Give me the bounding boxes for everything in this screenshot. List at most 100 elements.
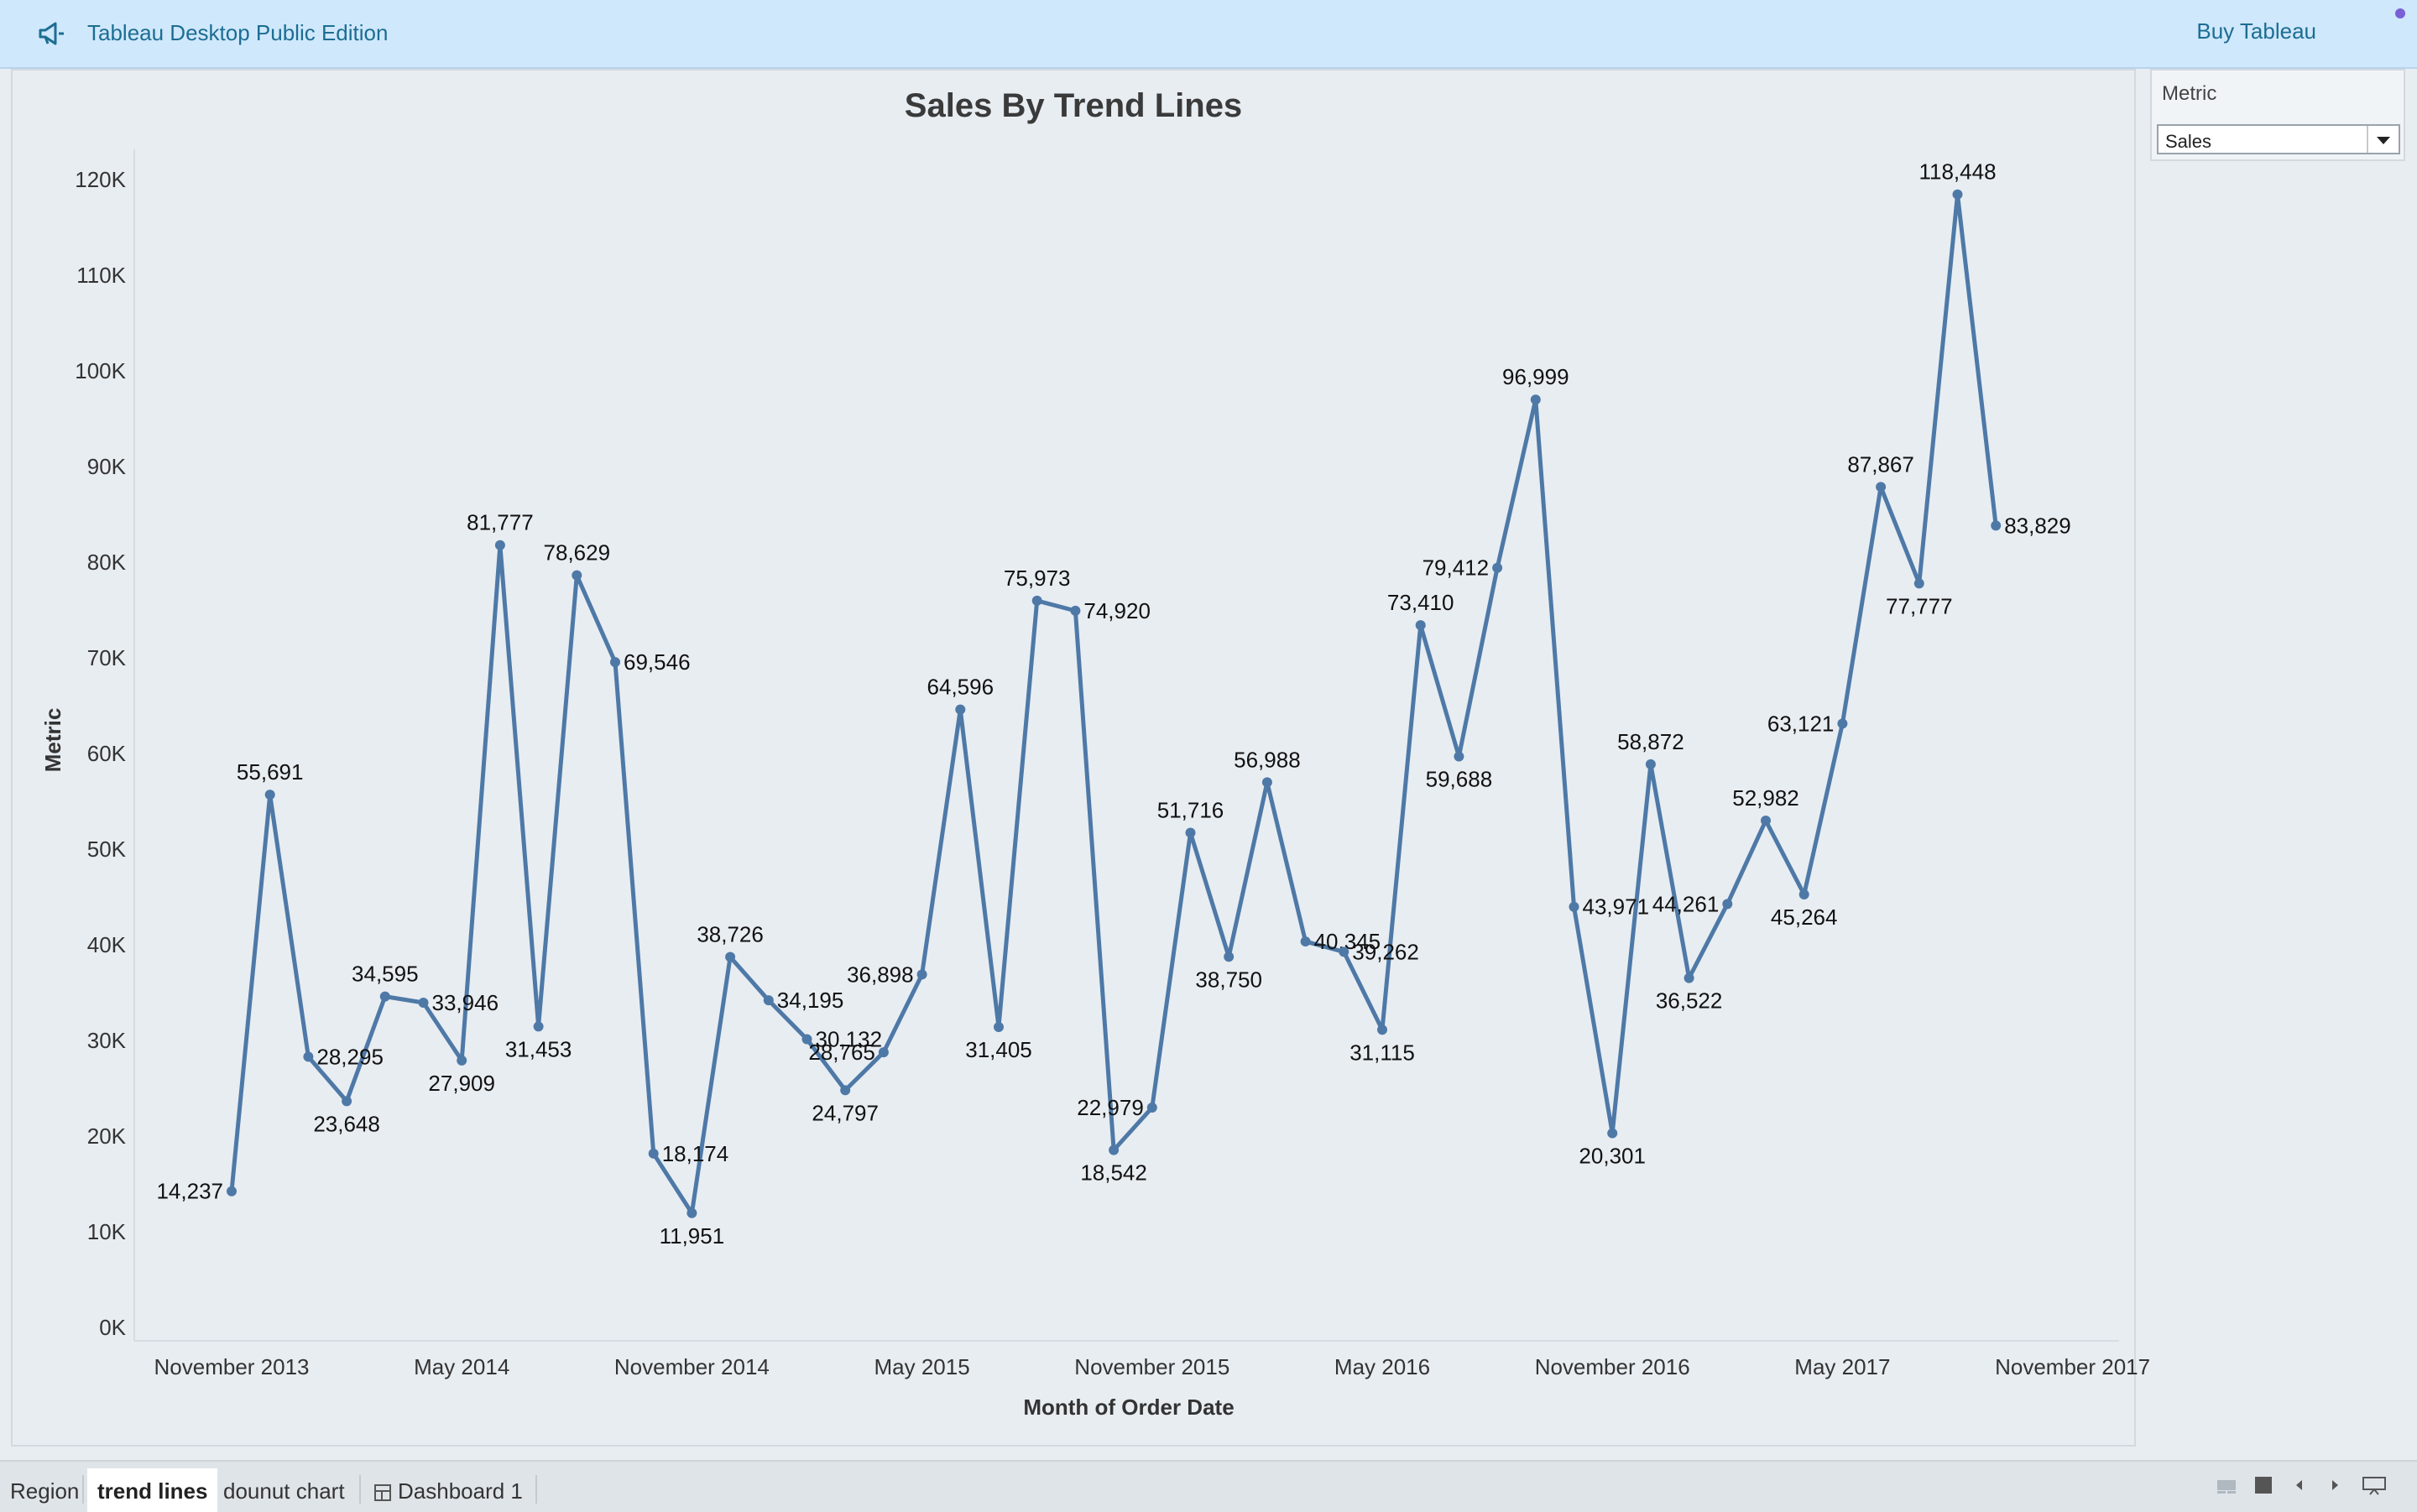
- y-tick-label: 40K: [87, 932, 127, 957]
- data-label: 38,750: [1195, 967, 1262, 992]
- data-label: 59,688: [1426, 767, 1493, 792]
- data-point: [1876, 482, 1887, 493]
- data-label: 69,546: [624, 649, 691, 675]
- data-label: 11,951: [660, 1223, 725, 1249]
- filter-title: Metric: [2162, 82, 2217, 105]
- data-point: [1224, 952, 1235, 962]
- data-label: 83,829: [2004, 513, 2071, 538]
- data-label: 20,301: [1579, 1144, 1646, 1169]
- buy-tableau-link[interactable]: Buy Tableau: [2196, 18, 2316, 44]
- x-tick-label: May 2016: [1334, 1354, 1430, 1379]
- scroll-left-icon[interactable]: [2291, 1475, 2308, 1495]
- data-label: 36,898: [847, 962, 914, 987]
- data-point: [1109, 1144, 1120, 1155]
- data-label: 31,115: [1349, 1040, 1415, 1065]
- data-label: 43,971: [1583, 894, 1650, 920]
- viz-pane: [11, 69, 2136, 1447]
- data-point: [572, 570, 582, 581]
- data-label: 38,726: [697, 922, 764, 947]
- y-tick-label: 90K: [87, 454, 127, 479]
- data-point: [1339, 946, 1349, 957]
- x-axis-label: Month of Order Date: [1023, 1395, 1234, 1420]
- y-tick-label: 100K: [75, 358, 126, 383]
- data-point: [1722, 899, 1733, 910]
- y-tick-label: 120K: [75, 167, 126, 192]
- data-point: [1761, 816, 1771, 826]
- data-point: [418, 998, 429, 1009]
- data-point: [610, 657, 620, 668]
- data-label: 18,174: [662, 1141, 729, 1166]
- tab-dounut-chart[interactable]: dounut chart: [213, 1468, 355, 1512]
- y-tick-label: 20K: [87, 1124, 127, 1149]
- data-point: [1991, 520, 2002, 531]
- data-label: 23,648: [313, 1111, 380, 1136]
- chevron-down-icon: [2377, 137, 2390, 144]
- data-point: [457, 1055, 467, 1066]
- data-label: 118,448: [1918, 159, 1996, 185]
- x-tick-label: November 2017: [1995, 1354, 2150, 1379]
- chart-title: Sales By Trend Lines: [904, 87, 1243, 124]
- data-label: 31,405: [965, 1037, 1032, 1062]
- data-point: [303, 1051, 314, 1062]
- data-point: [1837, 718, 1848, 729]
- data-point: [1569, 901, 1579, 912]
- megaphone-icon: [39, 22, 64, 45]
- sales-line-chart[interactable]: 0K 10K 20K 30K 40K 50K 60K 70K 80K 90K 100K 110K 120…: [0, 0, 2417, 1460]
- sheet-tab-bar: Region trend lines dounut chart Dashboar…: [0, 1460, 2417, 1512]
- presentation-mode-icon[interactable]: [2362, 1475, 2387, 1495]
- x-tick-label: November 2015: [1074, 1354, 1229, 1379]
- data-point: [1913, 578, 1924, 589]
- dashboard-icon: [374, 1484, 391, 1501]
- x-tick-label: November 2013: [154, 1354, 310, 1379]
- data-label: 34,595: [352, 962, 419, 987]
- sheet-sorter-icon[interactable]: [2253, 1475, 2274, 1495]
- data-point: [1645, 759, 1656, 769]
- tab-trend-lines[interactable]: trend lines: [87, 1468, 218, 1512]
- data-label: 30,132: [816, 1026, 883, 1051]
- data-label: 34,195: [777, 988, 844, 1013]
- metric-dropdown-value: Sales: [2165, 131, 2212, 152]
- dropdown-button[interactable]: [2367, 126, 2399, 153]
- data-point: [1952, 189, 1963, 200]
- data-label: 56,988: [1234, 747, 1301, 772]
- data-point: [801, 1034, 812, 1045]
- y-tick-label: 70K: [87, 645, 127, 670]
- notification-dot: [2395, 8, 2405, 18]
- metric-dropdown[interactable]: Sales: [2157, 124, 2400, 154]
- data-label: 18,542: [1080, 1160, 1147, 1186]
- series-line: [229, 192, 1998, 1216]
- data-point: [1377, 1025, 1387, 1035]
- data-point: [686, 1207, 697, 1218]
- data-label: 87,867: [1847, 451, 1914, 477]
- y-tick-label: 10K: [87, 1219, 127, 1244]
- data-label: 55,691: [237, 759, 304, 785]
- data-point: [1070, 605, 1081, 616]
- data-label: 74,920: [1083, 598, 1151, 623]
- x-tick-label: May 2017: [1794, 1354, 1890, 1379]
- tab-dashboard-1[interactable]: Dashboard 1: [364, 1468, 533, 1512]
- data-label: 14,237: [156, 1179, 223, 1204]
- data-label: 75,973: [1004, 566, 1071, 591]
- data-label: 31,453: [505, 1036, 572, 1061]
- filmstrip-view-icon[interactable]: [2216, 1475, 2237, 1495]
- scroll-right-icon[interactable]: [2326, 1475, 2343, 1495]
- data-point: [1530, 394, 1541, 405]
- data-label: 28,295: [316, 1044, 384, 1069]
- data-point: [1454, 751, 1464, 762]
- data-point: [1031, 595, 1042, 606]
- y-tick-label: 0K: [99, 1315, 126, 1340]
- data-point: [1798, 889, 1809, 899]
- tab-label: Region: [10, 1478, 80, 1504]
- data-label: 79,412: [1423, 555, 1490, 581]
- data-label: 73,410: [1387, 590, 1454, 615]
- tab-divider: [82, 1475, 84, 1504]
- data-point: [955, 704, 966, 715]
- tab-region[interactable]: Region: [0, 1468, 89, 1512]
- data-point: [227, 1186, 237, 1197]
- tab-label: dounut chart: [223, 1478, 345, 1504]
- top-banner: Tableau Desktop Public Edition Buy Table…: [0, 0, 2417, 69]
- data-point: [840, 1085, 851, 1096]
- tab-label: Dashboard 1: [398, 1478, 523, 1504]
- data-label: 28,765: [808, 1040, 875, 1065]
- data-point: [533, 1021, 544, 1032]
